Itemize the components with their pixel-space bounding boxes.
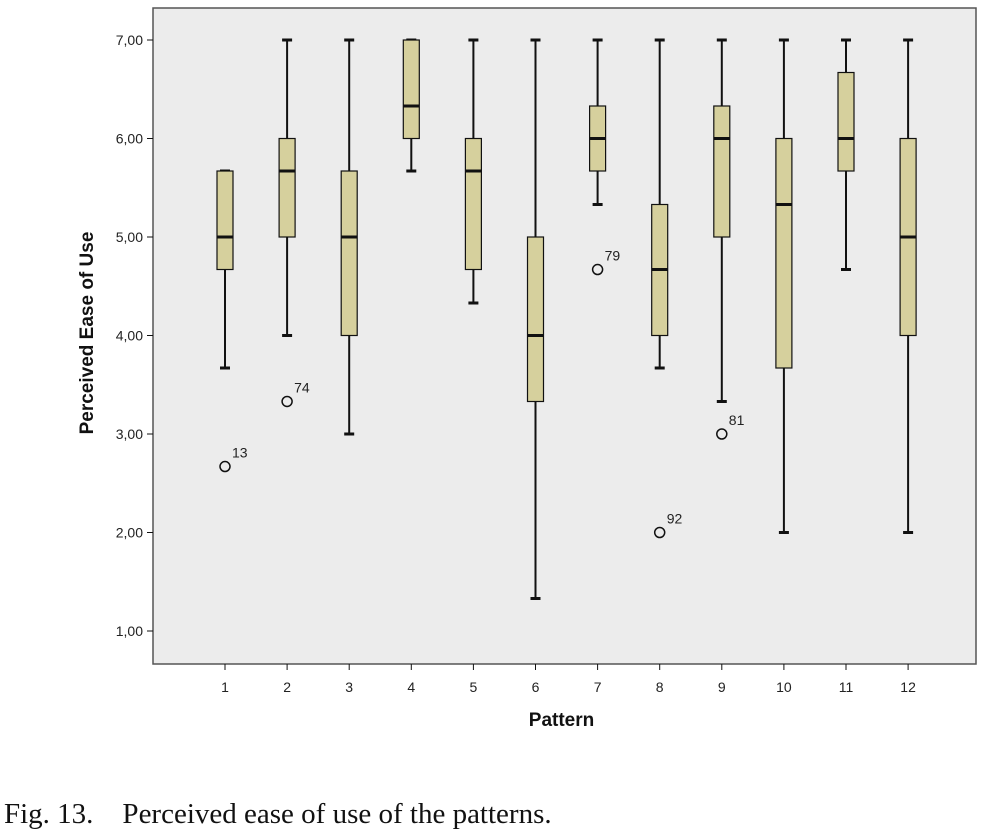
box-iqr [775,137,793,369]
y-tick-label: 4,00 [116,328,143,344]
boxes-group [216,38,917,600]
box-iqr [464,137,482,271]
box-iqr [340,170,358,337]
box-plot-chart: 1,002,003,004,005,006,007,00 1 2 3 4 5 6 7 8 9 10… [77,7,977,731]
y-tick-label: 3,00 [116,426,143,442]
x-tick-label: 5 [470,679,478,695]
box-pattern-8 [651,38,669,370]
box-pattern-6 [526,38,545,600]
box-pattern-7 [588,38,607,206]
box-pattern-9 [713,38,731,403]
box-iqr [402,39,420,140]
y-tick-label: 7,00 [116,32,143,48]
x-tick-label: 12 [900,679,916,695]
y-tick-label: 2,00 [116,525,143,541]
box-pattern-2 [278,38,296,337]
x-tick-label: 9 [718,679,726,695]
x-tick-label: 11 [839,679,854,695]
box-iqr [526,236,545,403]
outlier-label: 79 [605,248,621,264]
y-axis: 1,00 2,00 3,00 4,00 5,00 6,00 7,00 [116,32,153,639]
x-tick-label: 2 [283,679,291,695]
outlier-point [281,395,293,408]
box-iqr [713,105,731,238]
x-axis-title: Pattern [529,710,594,731]
x-tick-label: 7 [594,679,602,695]
box-pattern-3 [340,38,358,436]
box-pattern-4 [402,38,420,173]
box-pattern-11 [837,38,855,272]
y-tick-label: 5,00 [116,229,143,245]
outlier-label: 74 [294,379,310,395]
outlier-point [653,526,666,539]
outlier-point [591,263,604,276]
box-iqr [216,170,234,271]
x-tick-label: 4 [407,679,415,695]
x-tick-label: 10 [776,679,792,695]
figure-caption: Fig. 13. Perceived ease of use of the pa… [4,798,552,830]
x-tick-label: 1 [221,679,229,695]
x-tick-label: 3 [345,679,353,695]
x-tick-label: 8 [656,679,664,695]
x-tick-label: 6 [532,679,540,695]
y-axis-title: Perceived Ease of Use [77,232,98,435]
box-pattern-12 [899,38,917,534]
box-pattern-5 [464,38,482,305]
box-pattern-1 [216,169,234,370]
box-iqr [278,137,296,238]
box-pattern-10 [775,38,793,534]
outlier-label: 92 [667,511,683,527]
outlier-point [716,428,728,440]
y-tick-label: 6,00 [116,131,143,147]
outlier-label: 81 [729,412,745,428]
outliers-group: 13 74 79 92 81 [219,248,745,539]
x-axis: 1 2 3 4 5 6 7 8 9 10 11 12 [221,664,916,695]
y-tick-label: 1,00 [116,623,143,639]
outlier-label: 13 [232,445,248,461]
outlier-point [219,460,231,473]
box-iqr [837,71,855,172]
